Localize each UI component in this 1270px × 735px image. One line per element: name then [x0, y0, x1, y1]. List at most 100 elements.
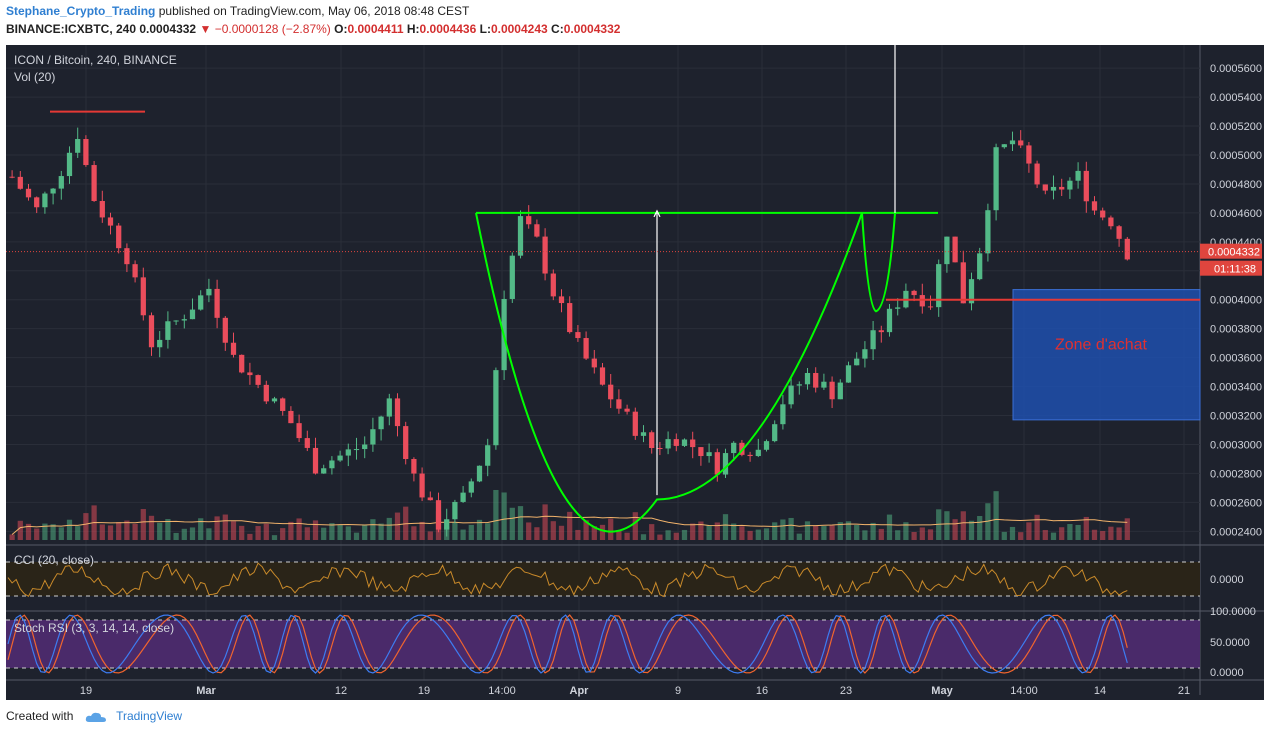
volume-bar [526, 522, 532, 540]
candle-body [796, 384, 802, 386]
volume-bar [829, 525, 835, 540]
price-tick-label: 0.0002600 [1210, 497, 1262, 509]
candle-body [1050, 186, 1057, 191]
arrow-up-icon [653, 209, 661, 218]
volume-bar [75, 526, 81, 540]
volume-bar [944, 511, 950, 540]
volume-bar [132, 523, 138, 540]
volume-bar [542, 504, 548, 540]
close-value: 0.0004332 [563, 22, 621, 36]
candle-body [189, 309, 196, 320]
price-tick-label: 0.0005400 [1210, 92, 1262, 104]
volume-bar [165, 519, 171, 540]
volume-bar [886, 514, 893, 540]
volume-bar [780, 519, 786, 540]
volume-bar [608, 518, 614, 540]
price-change: −0.0000128 (−2.87%) [214, 22, 331, 36]
candle-body [386, 398, 392, 417]
high-value: 0.0004436 [419, 22, 477, 36]
symbol-info: BINANCE:ICXBTC, 240 [6, 22, 137, 36]
volume-bar [222, 514, 228, 540]
candle-body [353, 449, 360, 451]
candle-body [944, 236, 950, 265]
cci-pane: 0.0000 [6, 561, 1244, 598]
volume-bar [460, 529, 466, 540]
candle-body [34, 197, 40, 208]
candle-body [132, 264, 138, 278]
chart-canvas[interactable]: Zone d'achat 0.0005600 0.0005400 0.0005200… [0, 40, 1270, 700]
candle-body [755, 449, 761, 457]
volume-bar [173, 532, 179, 540]
candle-body [435, 500, 442, 530]
candle-body [821, 381, 827, 388]
candle-body [649, 432, 655, 449]
candle-body [919, 295, 925, 307]
candle-body [870, 330, 876, 350]
candle-body [731, 442, 737, 454]
price-axis-background [1200, 45, 1264, 700]
volume-bar [485, 523, 491, 540]
close-label: C: [551, 22, 564, 36]
volume-bar [378, 523, 384, 540]
volume-bar [452, 522, 458, 540]
created-with-text: Created with [6, 709, 74, 723]
low-value: 0.0004243 [490, 22, 548, 36]
volume-bar [394, 512, 401, 540]
tradingview-link[interactable]: TradingView [116, 709, 183, 723]
price-tick-label: 0.0005600 [1210, 63, 1262, 75]
volume-bar [198, 518, 204, 540]
candle-body [247, 372, 253, 376]
down-arrow-icon: ▼ [199, 22, 212, 36]
price-tick-label: 0.0002400 [1210, 526, 1262, 538]
candle-body [148, 315, 155, 348]
candle-body [173, 320, 179, 322]
volume-bar [575, 529, 581, 540]
candle-body [337, 455, 343, 461]
candle-body [517, 216, 524, 256]
volume-bar [83, 513, 89, 540]
candle-body [403, 426, 409, 460]
volume-bar [558, 525, 565, 540]
candle-body [960, 262, 966, 304]
candle-body [42, 193, 48, 208]
candle-body [780, 404, 786, 425]
price-tick-label: 0.0004800 [1210, 179, 1262, 191]
candle-body [288, 410, 294, 424]
volume-bar [271, 535, 278, 540]
volume-bar [616, 530, 622, 540]
volume-bar [107, 525, 114, 540]
cci-line [7, 562, 1128, 598]
author-link[interactable]: Stephane_Crypto_Trading [6, 4, 156, 18]
candle-body [673, 439, 679, 446]
volume-bar [321, 527, 327, 540]
candle-body [591, 358, 597, 368]
candle-body [427, 497, 433, 501]
candle-body [214, 288, 220, 318]
volume-bar [66, 519, 73, 540]
cci-tick-label: 0.0000 [1210, 574, 1244, 586]
volume-bar [870, 522, 876, 540]
candle-body [304, 438, 310, 448]
volume-bar [763, 528, 770, 540]
chart-header: Stephane_Crypto_Trading published on Tra… [6, 3, 1266, 39]
volume-bar [977, 516, 983, 540]
volume-bar [370, 519, 376, 540]
candle-body [927, 306, 934, 308]
candle-body [608, 384, 614, 400]
volume-bar [206, 528, 212, 540]
volume-bar [895, 530, 901, 540]
volume-bar [788, 517, 794, 540]
volume-bar [1050, 532, 1057, 540]
volume-bar [1042, 530, 1048, 540]
candle-body [1001, 144, 1007, 148]
volume-bar [157, 522, 163, 540]
candle-body [181, 319, 187, 321]
candle-body [140, 277, 146, 316]
tradingview-cloud-icon [85, 712, 106, 722]
stoch-k-line [7, 614, 1128, 674]
candle-body [321, 468, 327, 474]
candle-body [534, 224, 540, 237]
volume-bar [837, 522, 843, 540]
candle-body [558, 296, 565, 304]
volume-bar [550, 521, 556, 540]
